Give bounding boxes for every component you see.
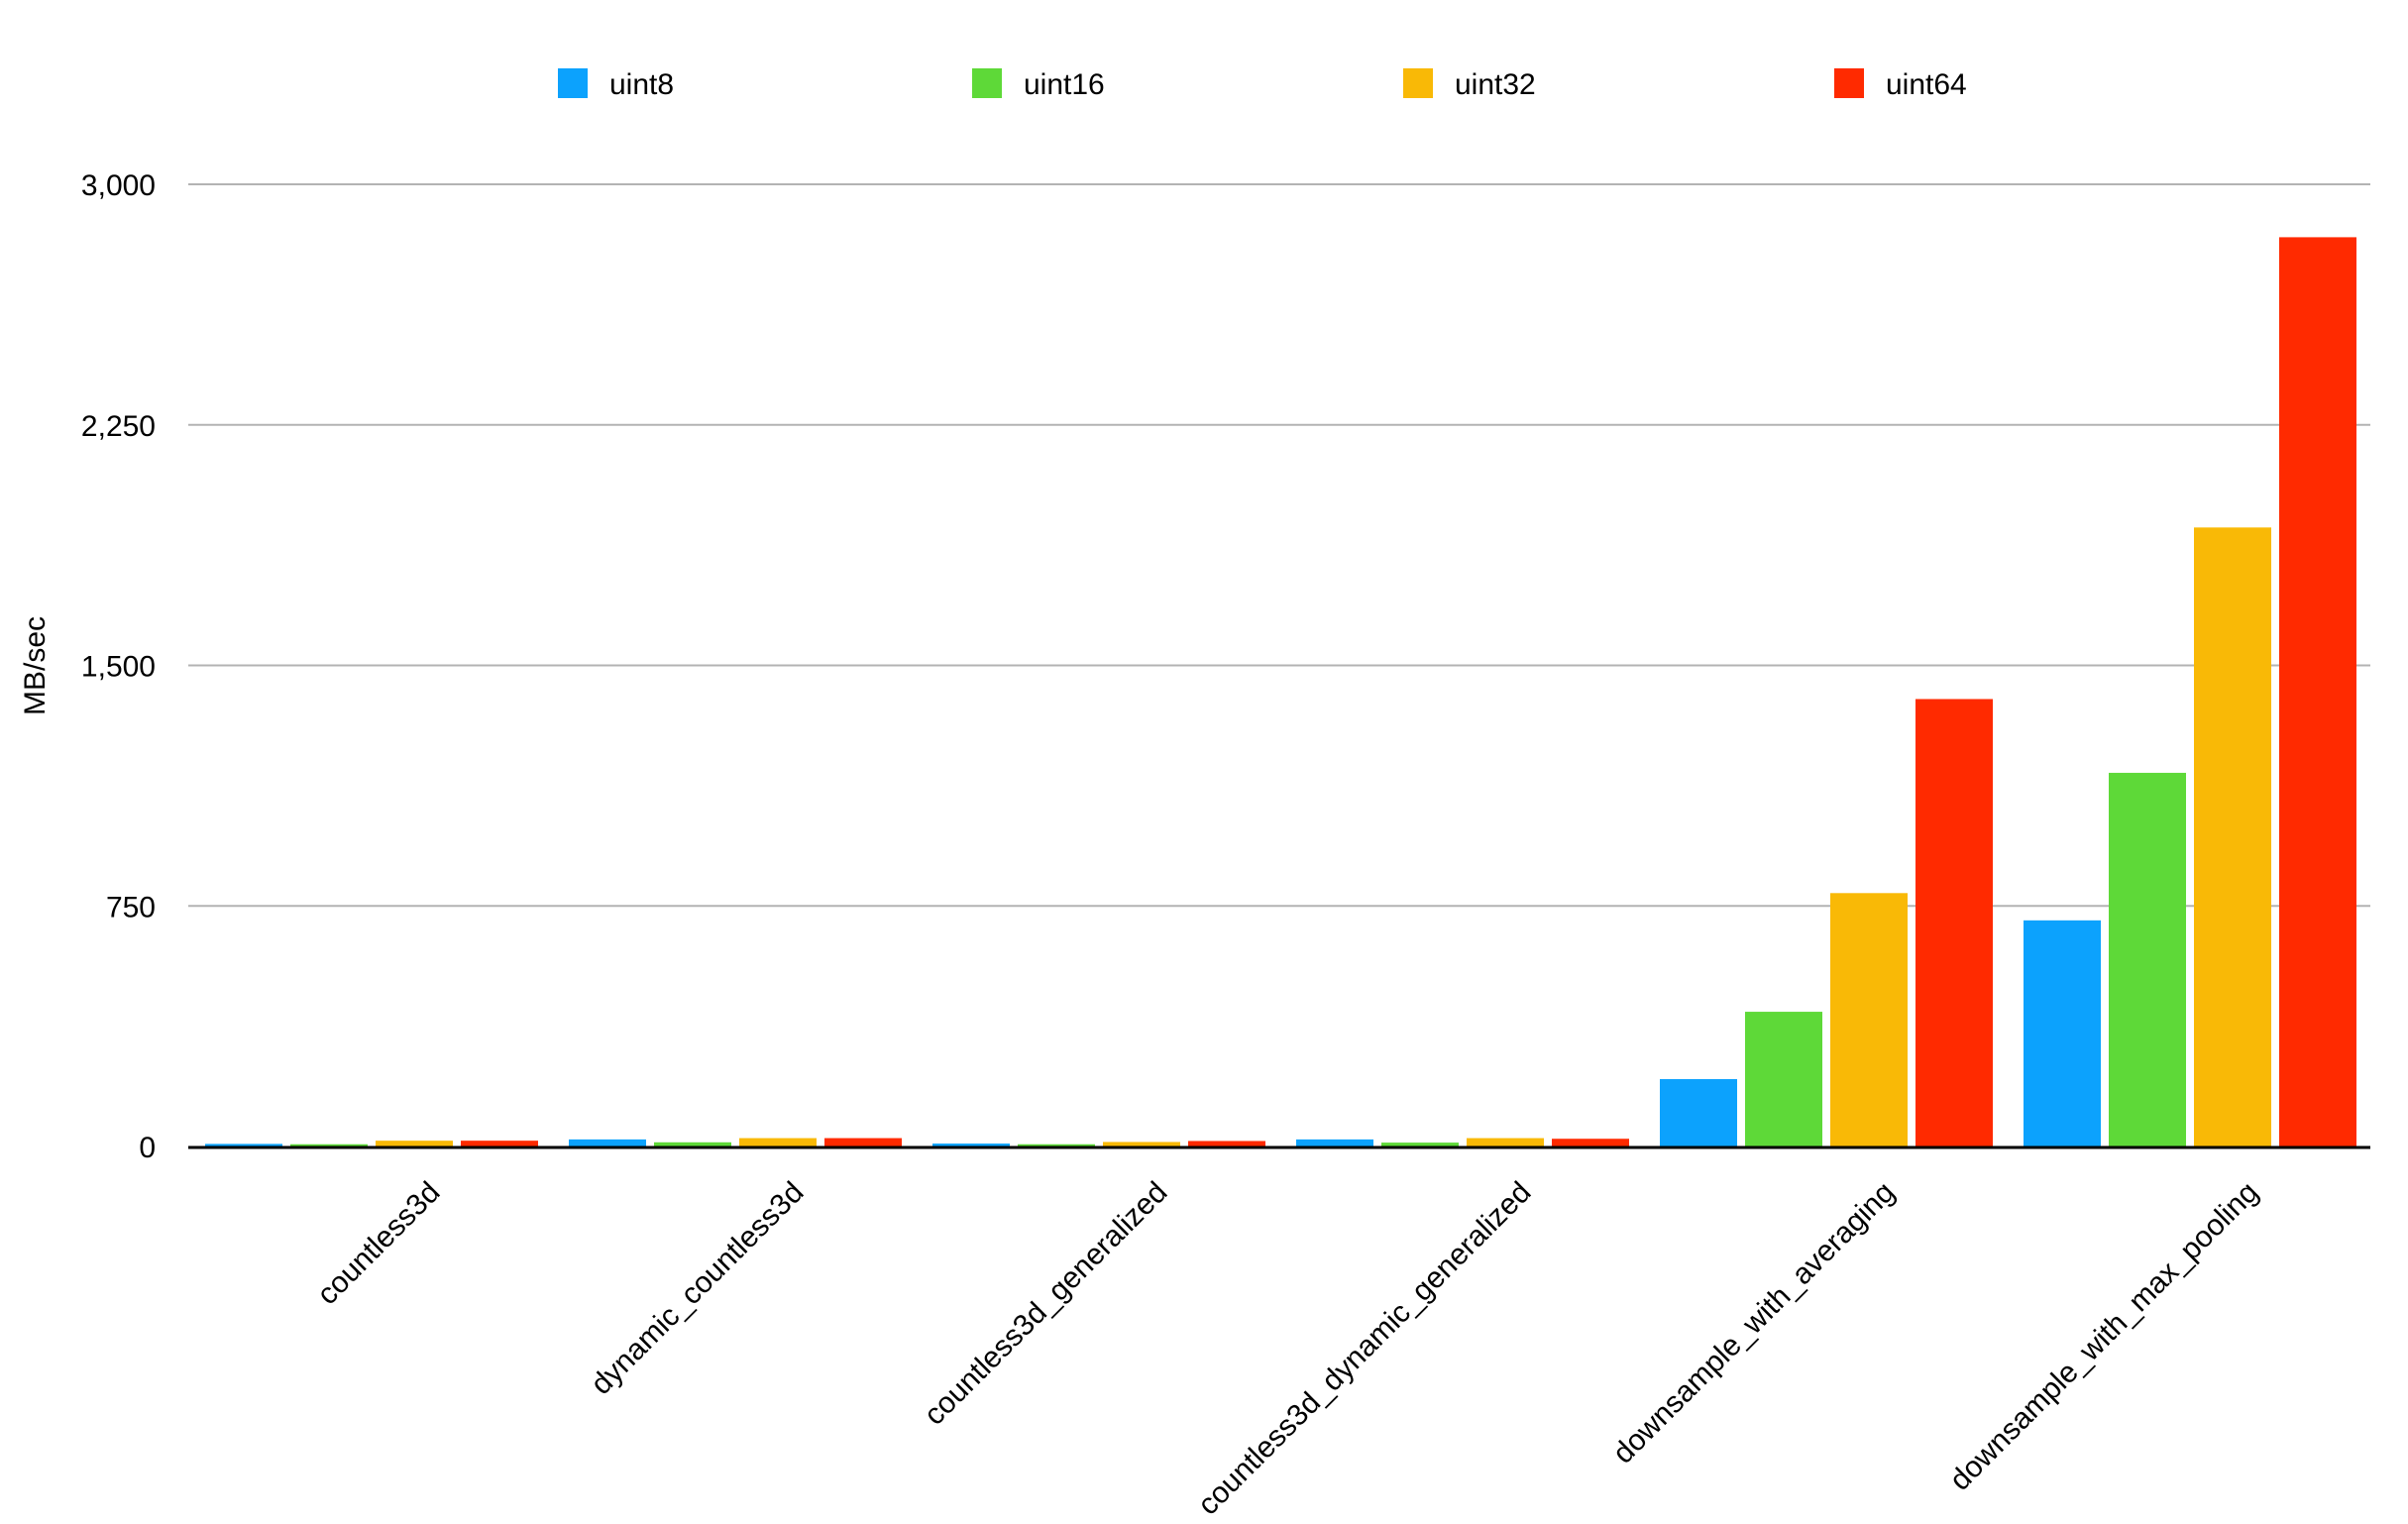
legend: uint8 uint16 uint32 uint64 [558, 68, 1967, 101]
y-tick-label: 2,250 [81, 410, 156, 443]
bar-uint8-dynamic_countless3d [569, 1139, 646, 1146]
bar-uint32-downsample_with_max_pooling [2194, 527, 2271, 1146]
bar-uint16-downsample_with_averaging [1745, 1012, 1822, 1146]
legend-label-uint8: uint8 [609, 68, 674, 101]
bar-uint64-downsample_with_averaging [1915, 699, 1993, 1146]
legend-swatch-uint64 [1834, 68, 1864, 98]
bar-uint32-countless3d [376, 1141, 453, 1146]
bar-uint32-countless3d_dynamic_generalized [1467, 1138, 1544, 1146]
gridlines [188, 183, 2370, 908]
bars [205, 237, 2356, 1146]
bar-uint64-dynamic_countless3d [824, 1138, 902, 1146]
bar-uint16-downsample_with_max_pooling [2109, 772, 2186, 1146]
y-tick-label: 3,000 [81, 169, 156, 202]
bar-uint8-countless3d [205, 1143, 282, 1146]
bar-uint64-countless3d_dynamic_generalized [1552, 1139, 1629, 1146]
y-tick-label: 0 [139, 1132, 156, 1164]
bar-uint16-countless3d [290, 1143, 368, 1146]
legend-label-uint16: uint16 [1024, 68, 1105, 101]
legend-label-uint32: uint32 [1455, 68, 1536, 101]
legend-swatch-uint32 [1403, 68, 1433, 98]
bar-uint32-dynamic_countless3d [739, 1138, 817, 1146]
bar-uint8-countless3d_generalized [932, 1143, 1010, 1146]
legend-swatch-uint8 [558, 68, 588, 98]
y-tick-label: 750 [106, 891, 156, 924]
x-tick-label: countless3d [311, 1176, 447, 1312]
bar-uint8-downsample_with_max_pooling [2024, 920, 2101, 1146]
y-tick-label: 1,500 [81, 651, 156, 684]
y-axis-title: MB/sec [19, 616, 52, 715]
x-axis-tick-labels: countless3d dynamic_countless3d countless3… [311, 1176, 2265, 1522]
bar-uint32-downsample_with_averaging [1830, 893, 1908, 1146]
legend-swatch-uint16 [972, 68, 1002, 98]
bar-uint16-countless3d_generalized [1018, 1143, 1095, 1146]
legend-label-uint64: uint64 [1886, 68, 1967, 101]
x-tick-label: downsample_with_averaging [1607, 1176, 1902, 1470]
bar-uint64-downsample_with_max_pooling [2279, 237, 2356, 1146]
bar-uint64-countless3d [461, 1141, 538, 1146]
x-tick-label: countless3d_dynamic_generalized [1192, 1176, 1538, 1522]
bar-uint32-countless3d_generalized [1103, 1142, 1180, 1146]
x-tick-label: countless3d_generalized [918, 1176, 1173, 1432]
bar-uint8-downsample_with_averaging [1660, 1079, 1737, 1146]
bar-uint8-countless3d_dynamic_generalized [1296, 1139, 1373, 1146]
bar-uint16-countless3d_dynamic_generalized [1381, 1143, 1459, 1146]
bar-uint16-dynamic_countless3d [654, 1142, 731, 1146]
x-tick-label: downsample_with_max_pooling [1943, 1176, 2264, 1497]
x-tick-label: dynamic_countless3d [585, 1176, 810, 1401]
bar-uint64-countless3d_generalized [1188, 1141, 1265, 1146]
y-axis-tick-labels: 0 750 1,500 2,250 3,000 [81, 169, 156, 1164]
